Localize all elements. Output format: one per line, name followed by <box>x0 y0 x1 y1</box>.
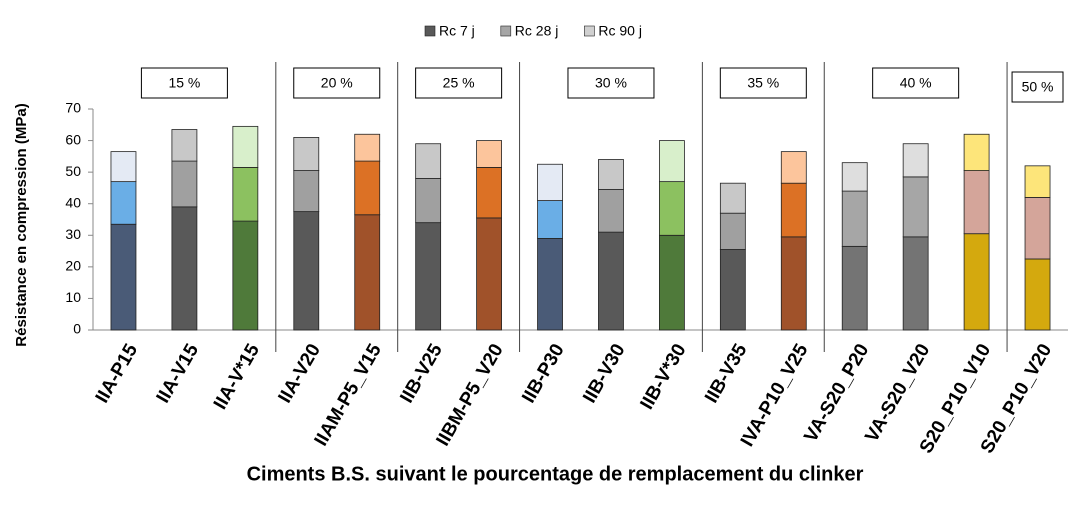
legend-swatch <box>584 25 595 37</box>
bar-segment <box>110 223 137 331</box>
bar-segment <box>476 140 502 168</box>
bar-segment <box>1024 165 1051 198</box>
y-tick-label: 40 <box>65 194 81 210</box>
group-label: 30 % <box>595 75 627 91</box>
x-tick-label: VA-S20_V20 <box>861 341 934 446</box>
bar-segment <box>719 182 746 214</box>
bar-segment <box>293 137 320 171</box>
bar-segment <box>841 190 868 247</box>
group-box <box>872 67 960 99</box>
x-tick-label: IIB-V*30 <box>636 341 690 414</box>
bar-segment <box>415 178 442 224</box>
legend-swatch <box>500 25 512 37</box>
bar-segment <box>537 163 563 201</box>
x-tick-label: IIB-V35 <box>701 340 752 407</box>
bar-segment <box>963 133 990 171</box>
bar-segment <box>476 167 502 219</box>
group-label: 20 % <box>321 75 353 91</box>
x-tick-label: IIB-V25 <box>396 340 447 407</box>
bar-segment <box>780 236 807 331</box>
y-tick-label: 60 <box>65 131 81 147</box>
bar-segment <box>659 181 685 236</box>
x-tick-label: IIA-V*15 <box>210 340 264 413</box>
bar-segment <box>598 159 624 190</box>
x-tick-label: IIA-P15 <box>92 340 143 407</box>
group-box <box>1011 71 1064 103</box>
group-box <box>140 67 228 99</box>
bar-segment <box>719 212 746 250</box>
bar-segment <box>659 234 685 331</box>
y-tick-label: 50 <box>65 163 81 179</box>
bar-segment <box>110 181 137 225</box>
y-tick-label: 0 <box>73 321 81 337</box>
legend-swatch <box>424 25 436 37</box>
bar-segment <box>354 214 381 331</box>
bar-segment <box>902 176 929 238</box>
group-label: 35 % <box>747 75 779 91</box>
bar-segment <box>232 125 259 168</box>
group-label: 15 % <box>168 75 200 91</box>
group-label: 50 % <box>1022 79 1054 95</box>
group-box <box>293 67 381 99</box>
bar-segment <box>171 160 198 208</box>
x-tick-label: IIB-P30 <box>518 341 568 407</box>
x-tick-label: IIA-V20 <box>275 341 325 407</box>
bar-segment <box>1024 196 1051 260</box>
group-box <box>719 67 807 99</box>
group-box <box>415 67 503 99</box>
bar-segment <box>780 151 807 184</box>
legend-label: Rc 90 j <box>598 23 642 39</box>
y-tick-label: 70 <box>65 100 81 116</box>
bar-segment <box>354 160 381 216</box>
bar-segment <box>232 220 259 331</box>
bar-segment <box>1024 258 1051 331</box>
y-tick-label: 20 <box>65 258 81 274</box>
group-label: 25 % <box>443 75 475 91</box>
bar-segment <box>902 236 929 331</box>
bar-segment <box>415 222 442 331</box>
bar-segment <box>110 151 137 183</box>
bar-segment <box>902 143 929 178</box>
bar-segment <box>963 170 990 235</box>
legend-label: Rc 28 j <box>515 23 559 39</box>
y-tick-label: 10 <box>65 289 81 305</box>
bar-segment <box>171 206 198 331</box>
bar-segment <box>780 182 807 238</box>
bar-segment <box>354 133 381 162</box>
x-tick-label: IIB-V30 <box>579 341 629 407</box>
bar-segment <box>293 211 320 331</box>
y-tick-label: 30 <box>65 226 81 242</box>
bar-segment <box>841 162 868 192</box>
group-label: 40 % <box>900 75 932 91</box>
x-tick-label: IIA-V15 <box>153 340 204 407</box>
bar-segment <box>598 189 624 233</box>
x-tick-label: IIAM-P5_V15 <box>311 340 386 450</box>
x-tick-label: IIBM-P5_V20 <box>433 341 508 450</box>
group-box <box>567 67 655 99</box>
bar-segment <box>476 217 502 331</box>
bar-segment <box>841 245 868 331</box>
x-axis-label: Ciments B.S. suivant le pourcentage de r… <box>247 463 864 485</box>
legend-label: Rc 7 j <box>439 23 475 39</box>
x-tick-label: VA-S20_P20 <box>800 341 873 446</box>
bar-segment <box>659 140 685 183</box>
y-axis-label: Résistance en compression (MPa) <box>13 103 30 346</box>
bar-segment <box>415 143 442 179</box>
bar-segment <box>293 170 320 213</box>
bar-segment <box>719 249 746 331</box>
bar-segment <box>963 233 990 331</box>
bar-segment <box>232 167 259 222</box>
legend: Rc 7 j Rc 28 j Rc 90 j <box>424 23 642 39</box>
bar-segment <box>537 200 563 239</box>
bar-segment <box>171 129 198 162</box>
bar-segment <box>537 238 563 331</box>
bar-segment <box>598 231 624 331</box>
